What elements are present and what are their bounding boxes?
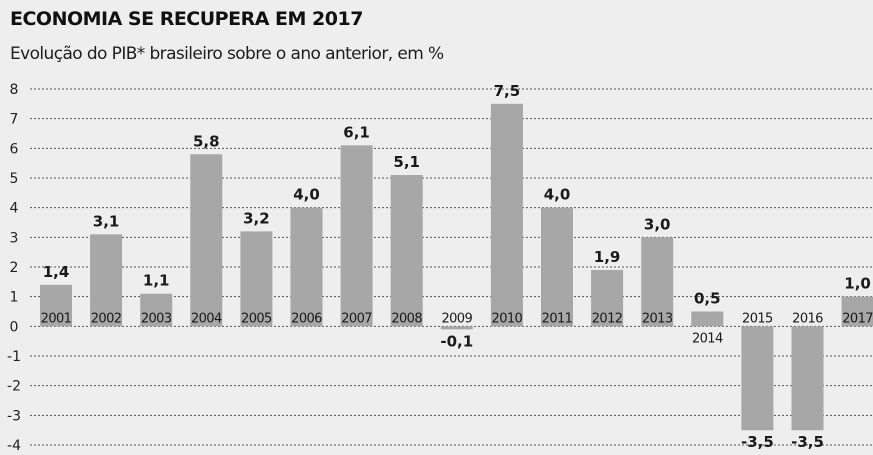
data-label: 5,1 xyxy=(393,153,420,171)
data-label: 5,8 xyxy=(193,132,220,150)
data-label: -3,5 xyxy=(791,433,824,451)
bar-2011 xyxy=(541,207,573,327)
x-category-label: 2003 xyxy=(141,311,172,326)
chart-subtitle: Evolução do PIB* brasileiro sobre o ano … xyxy=(10,44,444,64)
data-label: 6,1 xyxy=(343,123,370,141)
y-tick-label: -4 xyxy=(7,438,21,454)
y-tick-label: 3 xyxy=(10,230,19,246)
bar-2004 xyxy=(190,154,223,327)
data-label: 1,0 xyxy=(844,275,871,293)
data-label: 3,0 xyxy=(644,215,671,233)
bar-2009 xyxy=(440,326,473,330)
x-category-label: 2001 xyxy=(41,311,72,326)
data-label: 1,1 xyxy=(143,272,170,290)
bar-2016 xyxy=(791,326,824,431)
data-label: -3,5 xyxy=(741,433,774,451)
data-label: 1,9 xyxy=(594,248,621,266)
bar-2013 xyxy=(641,237,674,327)
bar-2012 xyxy=(591,269,624,327)
y-tick-label: 8 xyxy=(10,82,19,98)
y-tick-label: 5 xyxy=(10,171,19,187)
bar-2014 xyxy=(691,311,724,327)
x-category-label: 2016 xyxy=(792,311,823,326)
x-category-label: 2012 xyxy=(592,311,623,326)
bar-2002 xyxy=(90,234,123,327)
bar-2003 xyxy=(140,293,173,327)
y-tick-label: -3 xyxy=(7,408,21,424)
chart-title: ECONOMIA SE RECUPERA EM 2017 xyxy=(10,8,363,30)
bar-2017 xyxy=(841,296,873,327)
bar-2006 xyxy=(290,207,323,327)
y-tick-label: 2 xyxy=(10,260,19,276)
x-category-label: 2017 xyxy=(842,311,873,326)
y-tick-label: -1 xyxy=(7,349,21,365)
x-category-label: 2015 xyxy=(742,311,773,326)
data-label: 4,0 xyxy=(544,186,571,204)
x-category-label: 2008 xyxy=(391,311,422,326)
data-label: 7,5 xyxy=(494,82,521,100)
x-category-label: 2007 xyxy=(341,311,372,326)
data-label: 3,2 xyxy=(243,209,270,227)
data-label: 1,4 xyxy=(43,263,70,281)
y-tick-label: 0 xyxy=(10,319,19,335)
x-category-label: 2014 xyxy=(692,331,723,346)
y-tick-label: -2 xyxy=(7,379,21,395)
bar-2001 xyxy=(40,284,72,327)
x-category-label: 2013 xyxy=(642,311,673,326)
x-category-label: 2005 xyxy=(241,311,272,326)
data-label: 3,1 xyxy=(93,212,120,230)
bar-2005 xyxy=(240,231,273,327)
bar-2015 xyxy=(741,326,774,431)
y-tick-label: 4 xyxy=(10,201,19,217)
x-category-label: 2010 xyxy=(492,311,523,326)
data-label: 4,0 xyxy=(293,186,320,204)
x-category-label: 2006 xyxy=(291,311,322,326)
x-category-label: 2011 xyxy=(542,311,573,326)
data-label: -0,1 xyxy=(440,332,473,350)
x-category-label: 2009 xyxy=(441,311,472,326)
y-tick-label: 7 xyxy=(10,112,19,128)
data-label: 0,5 xyxy=(694,290,721,308)
x-category-label: 2002 xyxy=(91,311,122,326)
x-category-label: 2004 xyxy=(191,311,222,326)
y-tick-label: 1 xyxy=(10,290,19,306)
bar-2007 xyxy=(340,145,373,327)
bar-2010 xyxy=(490,103,523,327)
y-tick-label: 6 xyxy=(10,141,19,157)
bar-2008 xyxy=(390,175,423,327)
